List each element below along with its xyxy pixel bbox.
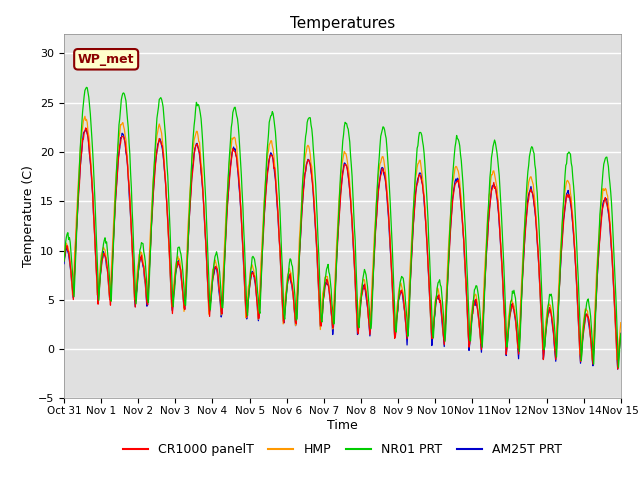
Text: WP_met: WP_met bbox=[78, 53, 134, 66]
X-axis label: Time: Time bbox=[327, 419, 358, 432]
Y-axis label: Temperature (C): Temperature (C) bbox=[22, 165, 35, 267]
Title: Temperatures: Temperatures bbox=[290, 16, 395, 31]
Legend: CR1000 panelT, HMP, NR01 PRT, AM25T PRT: CR1000 panelT, HMP, NR01 PRT, AM25T PRT bbox=[118, 438, 567, 461]
